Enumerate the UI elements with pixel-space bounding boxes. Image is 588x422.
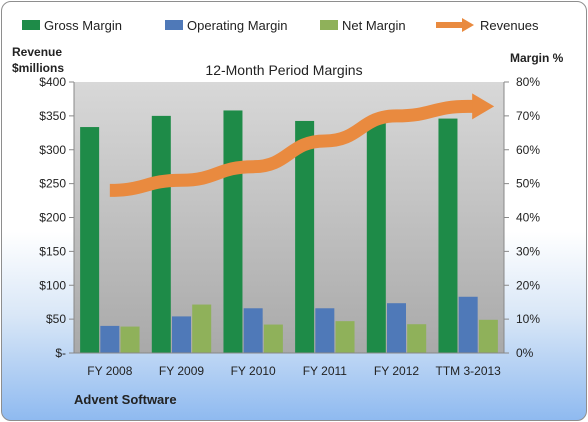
legend-label-net-margin: Net Margin	[342, 18, 406, 33]
x-tick-label: FY 2008	[87, 364, 132, 378]
bar-operating-margin	[100, 325, 120, 353]
right-tick-label: 10%	[516, 312, 540, 326]
legend-swatch-net-margin	[320, 20, 338, 30]
left-tick-label: $-	[55, 346, 66, 360]
revenue-series-line	[109, 99, 475, 197]
bar-gross-margin	[223, 110, 243, 353]
right-tick-label: 0%	[516, 346, 534, 360]
revenue-arrowhead	[472, 93, 495, 120]
revenue-line	[109, 93, 495, 197]
x-tick-label: FY 2011	[303, 364, 348, 378]
left-tick-label: $100	[39, 278, 66, 292]
bar-operating-margin	[243, 308, 263, 353]
bar-gross-margin	[151, 115, 171, 353]
legend-label-gross-margin: Gross Margin	[44, 18, 122, 33]
right-tick-label: 50%	[516, 177, 540, 191]
left-tick-label: $150	[39, 244, 66, 258]
bar-net-margin	[478, 319, 498, 353]
plot-area	[74, 82, 504, 353]
legend: Gross Margin Operating Margin Net Margin Re…	[22, 18, 539, 33]
x-tick-label: FY 2012	[374, 364, 419, 378]
legend-swatch-gross-margin	[22, 20, 40, 30]
right-tick-label: 30%	[516, 244, 540, 258]
x-tick-label: TTM 3-2013	[435, 364, 501, 378]
left-tick-label: $400	[39, 75, 66, 89]
legend-label-operating-margin: Operating Margin	[187, 18, 287, 33]
bar-gross-margin	[295, 120, 315, 353]
left-axis-label-line2: $millions	[12, 61, 64, 75]
left-tick-label: $250	[39, 177, 66, 191]
right-tick-label: 70%	[516, 109, 540, 123]
bar-gross-margin	[366, 120, 386, 353]
chart-title: 12-Month Period Margins	[205, 62, 362, 78]
bar-net-margin	[120, 326, 140, 353]
right-tick-label: 80%	[516, 75, 540, 89]
company-subtitle: Advent Software	[74, 392, 177, 407]
bar-operating-margin	[172, 316, 191, 353]
left-tick-label: $200	[39, 211, 66, 225]
bars	[80, 110, 498, 354]
left-tick-label: $50	[46, 312, 66, 326]
bar-gross-margin	[438, 118, 458, 354]
left-tick-label: $350	[39, 109, 66, 123]
bar-net-margin	[407, 324, 427, 353]
bar-net-margin	[335, 321, 355, 353]
bar-gross-margin	[80, 127, 100, 354]
left-axis-label-line1: Revenue	[12, 45, 62, 59]
axes: $- $50 $100 $150 $200 $250 $300 $350 $400 0% 10% 20…	[39, 75, 540, 378]
bar-operating-margin	[458, 296, 478, 353]
left-tick-label: $300	[39, 143, 66, 157]
bar-net-margin	[263, 324, 283, 353]
legend-label-revenues: Revenues	[480, 18, 539, 33]
legend-arrow-revenues	[462, 18, 474, 32]
x-tick-label: FY 2010	[231, 364, 276, 378]
bar-net-margin	[192, 304, 212, 353]
x-tick-label: FY 2009	[159, 364, 204, 378]
right-tick-label: 40%	[516, 211, 540, 225]
legend-swatch-operating-margin	[165, 20, 183, 30]
right-axis-label: Margin %	[510, 51, 564, 65]
right-tick-label: 60%	[516, 143, 540, 157]
bar-operating-margin	[387, 303, 406, 353]
right-tick-label: 20%	[516, 278, 540, 292]
bar-operating-margin	[315, 308, 335, 353]
